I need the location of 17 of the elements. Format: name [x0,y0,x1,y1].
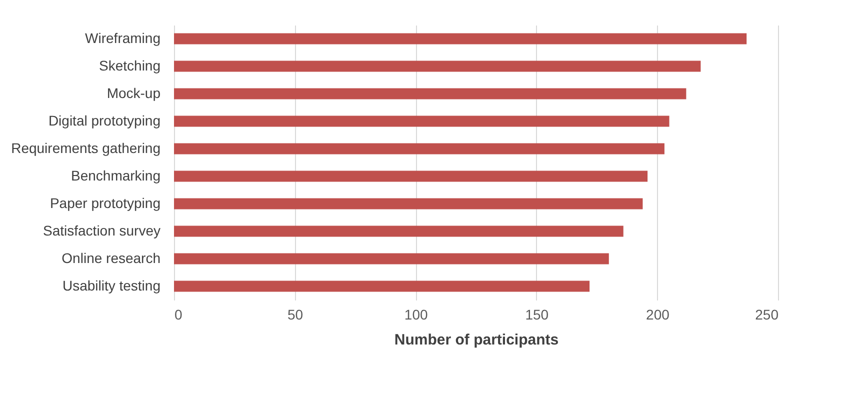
y-tick-label: Paper prototyping [50,194,160,211]
y-tick-label: Sketching [99,57,160,74]
x-axis-title: Number of participants [394,332,559,348]
y-tick-label: Requirements gathering [11,140,160,156]
x-tick-label: 150 [525,306,549,322]
y-tick-label: Online research [62,250,160,266]
y-tick-label: Satisfaction survey [43,222,160,238]
x-tick-label: 200 [646,306,670,322]
x-tick-label: 100 [404,306,428,322]
x-tick-label: 0 [174,306,182,322]
y-tick-label: Benchmarking [71,167,160,184]
y-tick-label: Digital prototyping [48,112,160,128]
x-tick-label: 50 [288,306,304,322]
y-tick-label: Usability testing [62,277,160,294]
x-tick-label: 250 [755,306,779,322]
y-tick-label: Wireframing [85,30,160,46]
y-tick-label: Mock-up [106,84,161,101]
